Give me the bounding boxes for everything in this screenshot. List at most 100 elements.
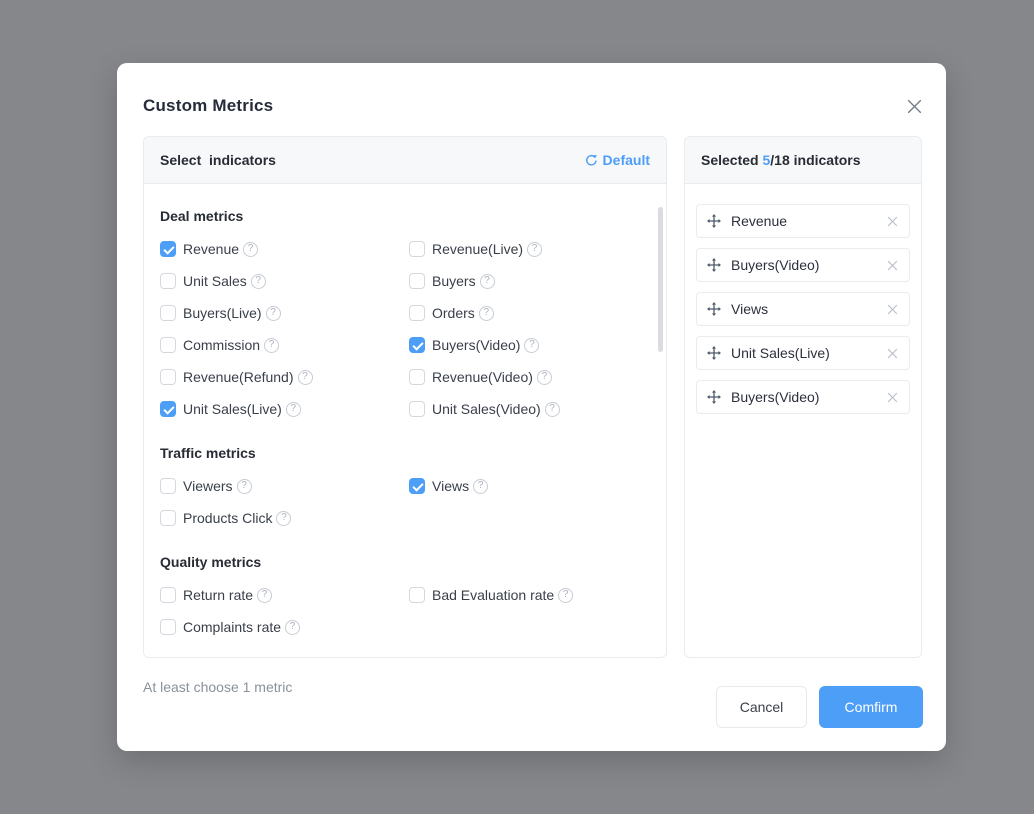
scrollbar-thumb[interactable] [658,207,663,352]
help-icon[interactable]: ? [473,478,489,494]
metric-checkbox-row[interactable]: Unit Sales(Video) ? [409,393,644,425]
section-grid: Revenue ? Revenue(Live) ? Unit Sales ? B… [160,233,644,425]
checkbox[interactable] [409,241,425,257]
close-icon [907,99,922,119]
selected-item-label: Unit Sales(Live) [731,345,830,361]
selected-metric-item[interactable]: Buyers(Video) [696,248,910,282]
metric-checkbox-row[interactable]: Buyers(Video) ? [409,329,644,361]
selected-metric-item[interactable]: Buyers(Video) [696,380,910,414]
checkbox[interactable] [160,510,176,526]
metric-checkbox-row[interactable]: Views ? [409,470,644,502]
metric-checkbox-row[interactable]: Revenue(Video) ? [409,361,644,393]
checkbox-label: Revenue(Live) [432,241,524,257]
help-icon[interactable]: ? [276,510,292,526]
metric-checkbox-row[interactable]: Return rate ? [160,579,409,611]
checkbox-label: Revenue [183,241,240,257]
checkbox-label: Complaints rate [183,619,282,635]
checkbox-label: Commission [183,337,261,353]
remove-item-button[interactable] [885,302,899,316]
remove-item-button[interactable] [885,258,899,272]
footer-hint: At least choose 1 metric [143,679,293,695]
help-icon[interactable]: ? [536,369,552,385]
checkbox[interactable] [409,369,425,385]
metric-checkbox-row[interactable]: Revenue(Live) ? [409,233,644,265]
checkbox[interactable] [160,401,176,417]
metric-checkbox-row[interactable]: Revenue ? [160,233,409,265]
metric-checkbox-row[interactable]: Viewers ? [160,470,409,502]
help-icon[interactable]: ? [250,273,266,289]
checkbox[interactable] [160,619,176,635]
help-icon[interactable]: ? [265,305,281,321]
confirm-button[interactable]: Comfirm [819,686,923,728]
remove-item-button[interactable] [885,214,899,228]
metric-sections: Deal metrics Revenue ? Revenue(Live) ? U… [144,184,666,657]
help-icon[interactable]: ? [527,241,543,257]
checkbox[interactable] [160,587,176,603]
checkbox[interactable] [409,587,425,603]
help-icon[interactable]: ? [243,241,259,257]
metric-section: Traffic metrics Viewers ? Views ? Produc… [160,443,644,534]
checkbox[interactable] [160,305,176,321]
metric-checkbox-row[interactable]: Unit Sales(Live) ? [160,393,409,425]
checkbox-label: Revenue(Refund) [183,369,294,385]
checkbox-label: Views [432,478,470,494]
checkbox-label: Orders [432,305,475,321]
checkbox-label: Buyers(Live) [183,305,262,321]
help-icon[interactable]: ? [236,478,252,494]
checkbox-label: Revenue(Video) [432,369,533,385]
section-title: Deal metrics [160,208,244,224]
metric-checkbox-row[interactable]: Products Click ? [160,502,409,534]
checkbox[interactable] [409,478,425,494]
help-icon[interactable]: ? [478,305,494,321]
checkbox[interactable] [160,337,176,353]
selected-item-label: Buyers(Video) [731,257,820,273]
help-icon[interactable]: ? [544,401,560,417]
metric-checkbox-row[interactable]: Unit Sales ? [160,265,409,297]
metric-checkbox-row[interactable]: Orders ? [409,297,644,329]
metric-checkbox-row[interactable]: Bad Evaluation rate ? [409,579,644,611]
help-icon[interactable]: ? [285,619,301,635]
drag-move-icon[interactable] [707,302,721,316]
help-icon[interactable]: ? [524,337,540,353]
refresh-icon [585,154,598,167]
selected-metric-item[interactable]: Revenue [696,204,910,238]
reset-default-button[interactable]: Default [585,152,650,168]
metric-checkbox-row[interactable]: Complaints rate ? [160,611,409,643]
selected-item-label: Views [731,301,769,317]
checkbox[interactable] [409,273,425,289]
checkbox[interactable] [160,241,176,257]
drag-move-icon[interactable] [707,214,721,228]
checkbox[interactable] [160,478,176,494]
drag-move-icon[interactable] [707,346,721,360]
help-icon[interactable]: ? [257,587,273,603]
checkbox[interactable] [409,305,425,321]
checkbox[interactable] [160,369,176,385]
selected-list: Revenue Buyers(Video) [685,184,921,657]
selected-header-prefix: Selected [701,152,759,168]
checkbox-label: Bad Evaluation rate [432,587,555,603]
close-button[interactable] [905,99,923,119]
metric-checkbox-row[interactable]: Revenue(Refund) ? [160,361,409,393]
help-icon[interactable]: ? [558,587,574,603]
selected-header-suffix: /18 indicators [770,152,861,168]
checkbox[interactable] [409,337,425,353]
cancel-button[interactable]: Cancel [716,686,807,728]
checkbox[interactable] [409,401,425,417]
help-icon[interactable]: ? [285,401,301,417]
metric-checkbox-row[interactable]: Commission ? [160,329,409,361]
selected-indicators-panel: Selected 5/18 indicators Revenue [684,136,922,658]
help-icon[interactable]: ? [479,273,495,289]
metric-checkbox-row[interactable]: Buyers(Live) ? [160,297,409,329]
help-icon[interactable]: ? [297,369,313,385]
drag-move-icon[interactable] [707,258,721,272]
metric-checkbox-row[interactable]: Buyers ? [409,265,644,297]
remove-item-button[interactable] [885,346,899,360]
section-title: Quality metrics [160,554,262,570]
help-icon[interactable]: ? [264,337,280,353]
checkbox[interactable] [160,273,176,289]
checkbox-label: Return rate [183,587,254,603]
selected-metric-item[interactable]: Views [696,292,910,326]
selected-metric-item[interactable]: Unit Sales(Live) [696,336,910,370]
remove-item-button[interactable] [885,390,899,404]
drag-move-icon[interactable] [707,390,721,404]
